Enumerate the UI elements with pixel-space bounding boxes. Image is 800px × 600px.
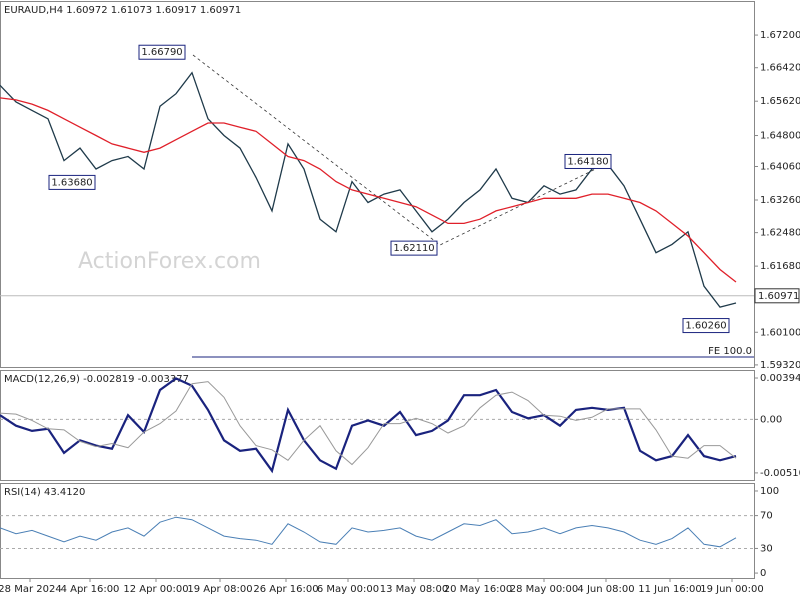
y-tick-label: 0.00 <box>760 414 782 425</box>
annotation-label: 1.63680 <box>51 177 92 188</box>
current-price-label: 1.60971 <box>758 291 799 302</box>
y-tick-label: 1.63260 <box>760 195 800 206</box>
y-tick-label: 1.64060 <box>760 162 800 173</box>
annotation-label: 1.64180 <box>567 156 608 167</box>
y-tick-label: 0.003941 <box>760 373 800 384</box>
x-tick-label: 26 Apr 16:00 <box>253 584 318 595</box>
series-line <box>0 97 737 283</box>
series-line <box>0 516 737 548</box>
x-tick-label: 19 Jun 00:00 <box>700 584 764 595</box>
y-tick-label: 100 <box>760 486 779 497</box>
annotation-label: 1.62110 <box>393 243 434 254</box>
y-tick-label: 1.66420 <box>760 63 800 74</box>
x-tick-label: 4 Apr 16:00 <box>61 584 120 595</box>
annotation-label: 1.60260 <box>685 321 726 332</box>
y-tick-label: 1.60100 <box>760 327 800 338</box>
y-tick-label: 1.67200 <box>760 30 800 41</box>
y-tick-label: 1.59320 <box>760 360 800 371</box>
watermark: ActionForex.com <box>78 249 261 274</box>
x-tick-label: 28 Mar 2024 <box>0 584 62 595</box>
annotation-box <box>48 174 96 190</box>
x-tick-label: 28 May 00:00 <box>510 584 579 595</box>
fe-label: FE 100.0 <box>708 346 752 357</box>
trend-lines <box>192 54 611 246</box>
series-line <box>0 71 737 308</box>
rsi-frame <box>0 483 755 579</box>
y-tick-label: 1.61680 <box>760 261 800 272</box>
annotation-box <box>682 318 730 334</box>
x-tick-label: 6 May 00:00 <box>317 584 379 595</box>
x-tick-label: 20 May 16:00 <box>444 584 513 595</box>
y-tick-label: 1.62480 <box>760 228 800 239</box>
x-tick-label: 12 Apr 00:00 <box>123 584 188 595</box>
x-tick-label: 13 May 08:00 <box>380 584 449 595</box>
annotation-box <box>390 240 438 256</box>
annotation-label: 1.66790 <box>141 47 182 58</box>
y-tick-label: 70 <box>760 511 773 522</box>
series-line <box>0 381 737 466</box>
annotation-box <box>138 44 186 60</box>
x-tick-label: 11 Jun 16:00 <box>638 584 702 595</box>
frames <box>0 1 755 579</box>
y-tick-label: 30 <box>760 543 773 554</box>
y-tick-label: 0 <box>760 568 766 579</box>
price-frame <box>0 1 755 368</box>
macd-frame <box>0 370 755 481</box>
current-price-box <box>754 288 800 304</box>
rsi-title: RSI(14) 43.4120 <box>4 487 85 498</box>
annotation-box <box>564 153 612 169</box>
y-tick-label: 1.64800 <box>760 131 800 142</box>
y-tick-label: 1.65620 <box>760 96 800 107</box>
y-tick-label: -0.005103 <box>760 468 800 479</box>
macd-title: MACD(12,26,9) -0.002819 -0.003377 <box>4 374 189 385</box>
x-tick-label: 19 Apr 08:00 <box>187 584 252 595</box>
price-title: EURAUD,H4 1.60972 1.61073 1.60917 1.6097… <box>4 5 241 16</box>
x-tick-label: 4 Jun 08:00 <box>577 584 634 595</box>
